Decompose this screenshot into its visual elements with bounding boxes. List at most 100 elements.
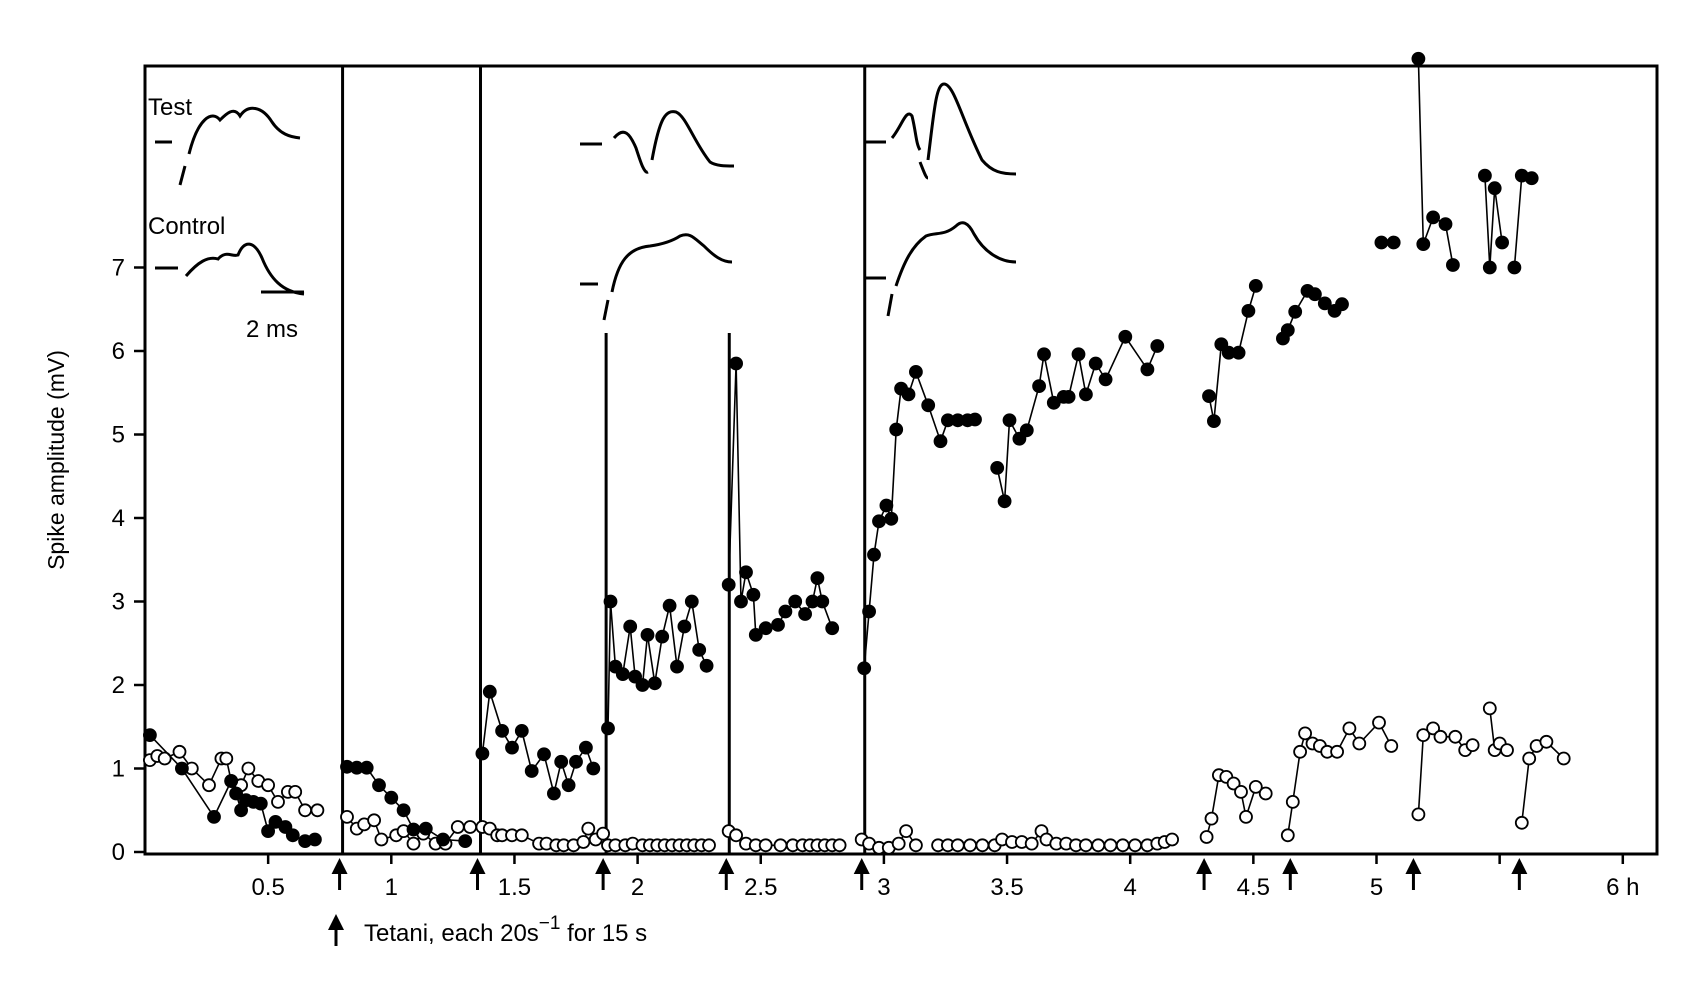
data-point-test: [778, 604, 793, 619]
inset-test-label: Test: [148, 94, 192, 121]
data-point-test: [174, 761, 189, 776]
data-point-test: [514, 724, 529, 738]
y-tick-label: 6: [112, 338, 125, 365]
data-point-test: [739, 565, 753, 580]
series-test: [142, 51, 1539, 848]
data-point-test: [1061, 389, 1076, 404]
data-point-control: [1204, 811, 1219, 826]
data-point-control: [463, 820, 478, 834]
data-point-test: [1416, 237, 1431, 252]
series-line: [1484, 175, 1503, 268]
x-tick-label: 1.5: [498, 874, 531, 901]
data-point-test: [721, 577, 736, 592]
data-point-test: [872, 514, 886, 529]
data-point-control: [1352, 736, 1367, 751]
data-point-test: [1118, 329, 1133, 344]
series-line: [481, 691, 595, 794]
data-point-test: [628, 669, 642, 684]
data-point-control: [758, 838, 773, 853]
data-point-control: [891, 836, 906, 851]
x-tick-label: 0.5: [251, 874, 284, 901]
data-point-test: [406, 822, 421, 837]
data-point-control: [1285, 795, 1300, 809]
inset-control-label: Control: [148, 213, 225, 240]
data-point-test: [418, 821, 433, 836]
data-point-test: [647, 676, 662, 691]
data-point-test: [1032, 379, 1046, 394]
x-tick-label: 3.5: [990, 874, 1023, 901]
data-point-control: [1280, 828, 1295, 843]
data-point-test: [505, 740, 519, 755]
data-point-test: [1037, 347, 1051, 362]
data-point-control: [202, 778, 216, 793]
data-point-test: [1308, 287, 1322, 302]
data-point-test: [253, 796, 268, 811]
data-point-test: [1438, 217, 1453, 232]
data-point-test: [640, 628, 655, 642]
data-point-control: [581, 821, 596, 836]
series-line: [727, 363, 833, 637]
tetani-arrows: [331, 858, 1528, 890]
data-point-test: [1482, 260, 1497, 275]
inset-control-wave-1: [155, 242, 305, 296]
data-point-test: [569, 754, 583, 769]
data-point-test: [554, 754, 569, 769]
tetanus-arrow-icon: [853, 858, 870, 890]
data-point-test: [475, 746, 490, 761]
data-point-control: [909, 838, 923, 853]
data-point-test: [677, 619, 692, 634]
data-point-control: [832, 838, 847, 853]
x-tick-label: 1: [385, 874, 398, 901]
session-separators: [341, 66, 867, 854]
data-point-test: [933, 434, 948, 449]
data-point-control: [1226, 776, 1241, 791]
data-point-test: [699, 658, 714, 673]
data-point-test: [1046, 395, 1061, 410]
data-point-test: [537, 747, 551, 762]
tetanus-arrow-icon: [1196, 858, 1213, 890]
series-line: [1417, 58, 1454, 266]
y-tick-label: 7: [112, 255, 125, 282]
data-point-test: [901, 387, 916, 402]
data-point-test: [1248, 278, 1263, 293]
data-point-control: [576, 835, 591, 849]
data-point-test: [810, 571, 825, 585]
inset-scale-label: 2 ms: [246, 316, 298, 343]
tetanus-arrow-icon: [331, 858, 348, 890]
data-point-control: [1293, 744, 1307, 759]
data-point-control: [1465, 738, 1480, 752]
data-point-test: [825, 621, 840, 636]
y-tick-label: 0: [112, 839, 125, 866]
data-point-control: [702, 838, 716, 853]
data-point-control: [1258, 786, 1273, 801]
data-point-control: [596, 826, 610, 841]
data-point-test: [1002, 413, 1017, 428]
data-point-test: [815, 594, 830, 609]
data-point-control: [1514, 815, 1529, 830]
x-tick-label: 2.5: [744, 874, 777, 901]
series-control: [142, 701, 1571, 855]
data-point-test: [586, 761, 601, 776]
data-point-control: [1091, 838, 1106, 853]
data-point-test: [655, 629, 670, 644]
data-point-control: [271, 795, 285, 809]
data-point-test: [1079, 387, 1093, 402]
data-point-control: [241, 761, 256, 776]
y-tick-label: 5: [112, 422, 125, 449]
data-point-test: [798, 607, 812, 621]
tetanus-arrow-icon: [1282, 858, 1299, 890]
data-point-control: [1448, 729, 1463, 744]
data-point-test: [547, 786, 561, 801]
data-point-test: [1288, 304, 1303, 319]
data-point-control: [899, 824, 913, 838]
x-axis-ticks: 0.5 1 1.5 2 2.5 3 3.5 4 4.5 5 6 h: [251, 854, 1639, 901]
legend-text-rest: for 15 s: [560, 920, 647, 947]
data-point-test: [207, 810, 221, 824]
series-line: [996, 335, 1159, 502]
data-point-control: [1411, 807, 1426, 822]
x-tick-label: 2: [631, 874, 644, 901]
data-point-control: [1342, 721, 1357, 736]
data-point-control: [157, 751, 172, 766]
inset-test-wave-1: [155, 106, 301, 186]
tetani-legend: Tetani, each 20s−1 for 15 s: [328, 913, 647, 947]
